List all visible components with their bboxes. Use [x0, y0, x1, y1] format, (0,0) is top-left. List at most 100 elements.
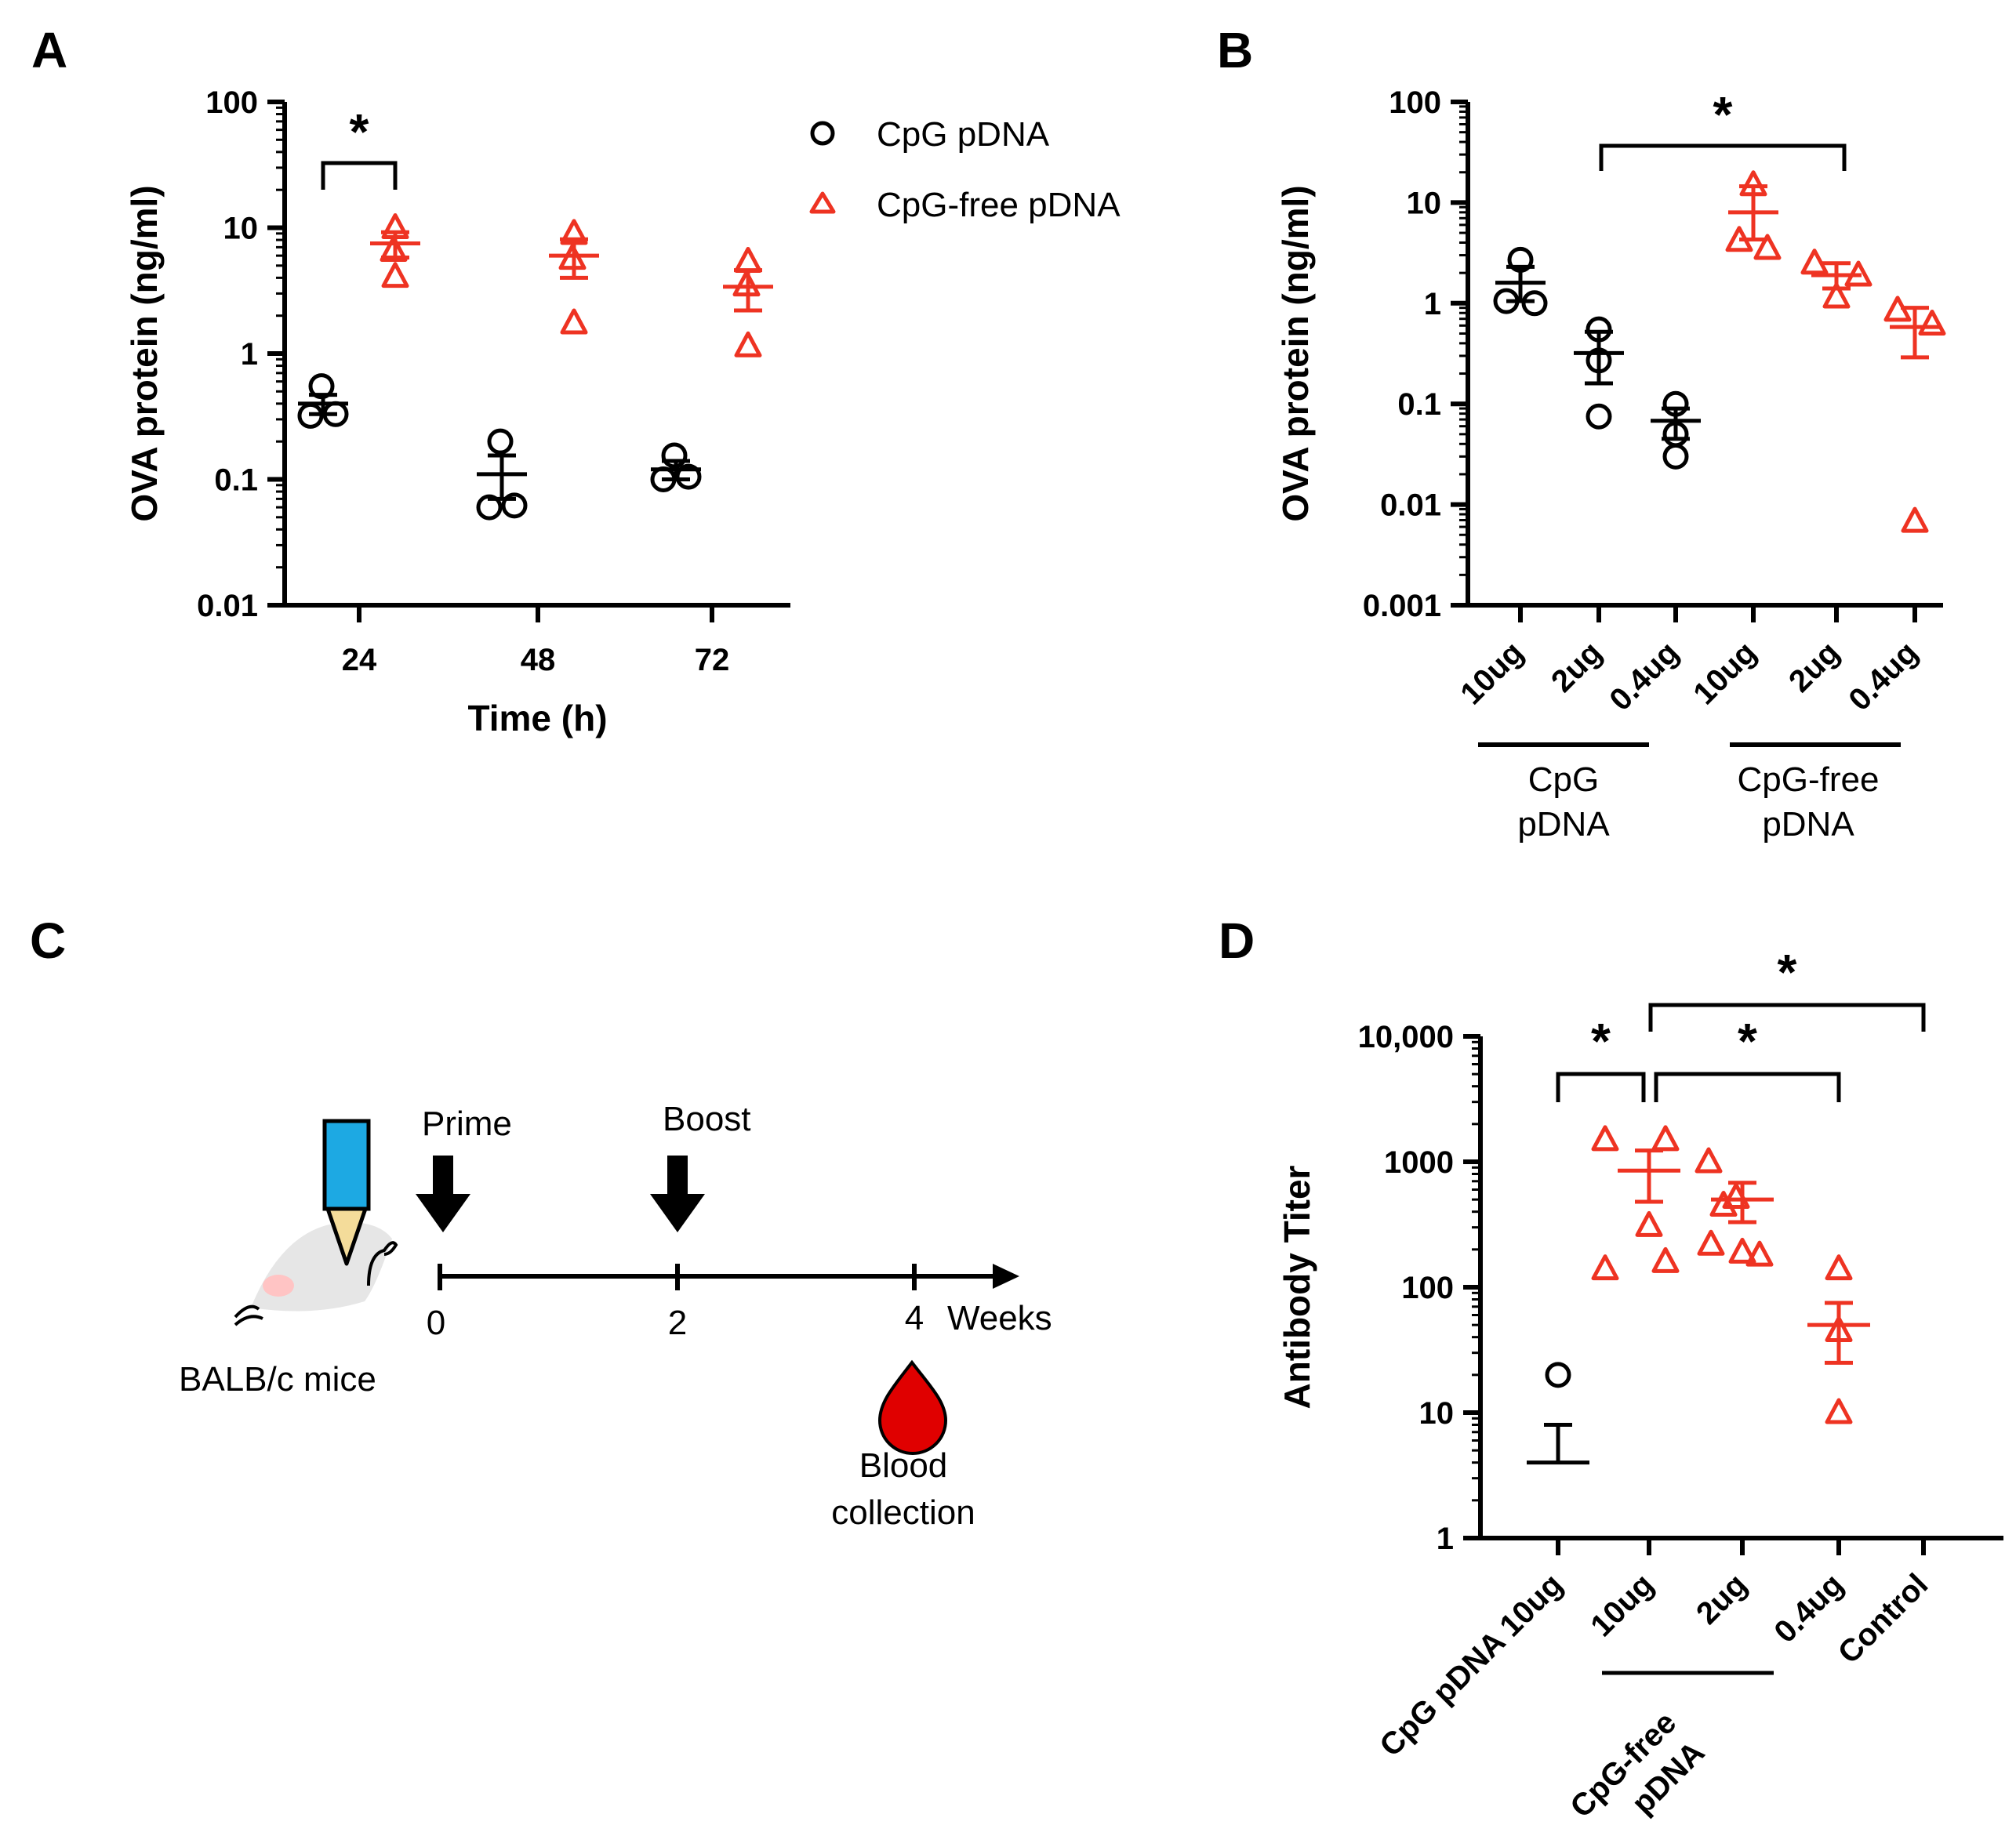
y-axis-label: OVA protein (ng/ml)	[1275, 185, 1316, 521]
legend-cpgfree-marker	[809, 191, 836, 214]
x-tick-label: 0.4ug	[1767, 1567, 1850, 1649]
boost-arrow-icon	[650, 1156, 705, 1232]
timeline-tick-2: 2	[668, 1304, 687, 1342]
legend-cpg-label: CpG pDNA	[877, 115, 1050, 154]
data-point	[1591, 1125, 1619, 1152]
data-point	[1825, 1254, 1853, 1281]
sig-a-star: *	[350, 103, 369, 160]
data-point	[1745, 1240, 1774, 1267]
data-point	[1697, 1229, 1725, 1256]
data-point	[1545, 1362, 1571, 1388]
y-tick-label: 100	[1389, 85, 1441, 120]
data-point	[734, 331, 762, 357]
x-tick-label: 2ug	[1782, 635, 1846, 698]
y-tick-label: 0.1	[1397, 387, 1441, 422]
sig-d-3-bracket	[1648, 1003, 1926, 1032]
data-point	[381, 262, 409, 288]
data-point	[501, 492, 528, 519]
data-point	[1709, 1190, 1738, 1217]
timeline-unit: Weeks	[947, 1299, 1052, 1337]
data-point	[380, 235, 408, 262]
mouse-icon	[234, 1222, 398, 1326]
y-tick-label: 10	[1419, 1396, 1455, 1431]
data-point	[734, 246, 762, 273]
schedule-diagram: Prime Boost 0 2 4 Weeks BALB/c mice Bloo…	[179, 1100, 1052, 1532]
data-point	[1728, 1237, 1756, 1264]
group-label-cpgfree-line2: pDNA	[1762, 805, 1854, 844]
data-point	[1695, 1147, 1723, 1174]
y-tick-label: 1	[1437, 1522, 1454, 1556]
data-point	[1521, 290, 1548, 317]
legend-cpg-marker	[810, 121, 835, 146]
x-tick-label: 0.4ug	[1603, 635, 1685, 717]
chart-b: 0.001 0.01 0.1 1 10 100 OVA protein (ng/ml) 10u…	[1275, 85, 1946, 844]
legend-cpgfree-label: CpG-free pDNA	[877, 186, 1121, 224]
data-point	[1586, 403, 1612, 430]
x-tick-label: CpG pDNA 10ug	[1373, 1567, 1569, 1763]
chart-a: 0.01 0.1 1 10 100 OVA protein (ng/ml) 24 48 72 Ti…	[124, 85, 790, 738]
data-point	[1901, 506, 1929, 533]
prime-label: Prime	[422, 1105, 512, 1143]
y-tick-label: 1	[1424, 287, 1441, 321]
syringe-icon	[322, 1119, 371, 1266]
sig-d-2-bracket	[1654, 1072, 1841, 1102]
y-tick-label: 10	[223, 212, 259, 246]
data-point	[1651, 1246, 1680, 1273]
data-point	[487, 428, 514, 455]
timeline-tick-4: 4	[905, 1299, 924, 1337]
data-point	[1918, 309, 1946, 336]
panel-letter-a: A	[31, 22, 67, 78]
y-axis-label: OVA protein (ng/ml)	[124, 185, 165, 521]
data-point	[1800, 249, 1829, 275]
timeline-tick-0: 0	[427, 1304, 445, 1342]
x-tick-label: 72	[695, 643, 730, 677]
y-tick-label: 100	[1401, 1271, 1454, 1305]
y-tick-label: 0.1	[214, 463, 258, 498]
x-tick-label: 10ug	[1584, 1567, 1660, 1643]
panel-letter-b: B	[1217, 22, 1253, 78]
y-tick-label: 100	[205, 85, 258, 120]
chart-d: 1 10 100 1000 10,000 Antibody Titer CpG pDNA 1…	[1277, 944, 2003, 1824]
data-point	[1753, 234, 1782, 260]
y-tick-label: 10,000	[1358, 1020, 1454, 1054]
sig-d-3-star: *	[1778, 944, 1797, 1000]
sig-b-star: *	[1713, 86, 1733, 143]
legend: CpG pDNA CpG-free pDNA	[809, 115, 1121, 224]
boost-label: Boost	[663, 1100, 751, 1138]
x-tick-label: 2ug	[1690, 1567, 1753, 1631]
data-point	[1635, 1210, 1663, 1237]
mice-label: BALB/c mice	[179, 1360, 376, 1399]
panel-letter-c: C	[30, 912, 66, 969]
sig-d-2-star: *	[1738, 1013, 1757, 1069]
data-point	[1591, 1254, 1619, 1281]
y-axis-label: Antibody Titer	[1277, 1165, 1317, 1409]
x-axis-label: Time (h)	[467, 698, 607, 738]
x-tick-label: 10ug	[1687, 635, 1763, 711]
prime-arrow-icon	[416, 1156, 470, 1232]
y-tick-label: 10	[1407, 186, 1442, 220]
blood-label-line2: collection	[831, 1493, 975, 1532]
y-tick-label: 0.001	[1363, 589, 1441, 623]
sig-d-1-star: *	[1591, 1013, 1611, 1069]
y-tick-label: 0.01	[197, 589, 258, 623]
timeline-arrowhead-icon	[993, 1264, 1019, 1289]
blood-label-line1: Blood	[859, 1446, 948, 1485]
blood-drop-icon	[877, 1359, 948, 1455]
data-point	[476, 494, 503, 521]
x-tick-label: 48	[521, 643, 556, 677]
data-point	[1651, 1125, 1680, 1152]
group-label-cpg-line2: pDNA	[1517, 805, 1610, 844]
sig-b-bracket	[1599, 143, 1847, 171]
x-tick-label: 24	[342, 643, 377, 677]
data-point	[1662, 443, 1689, 470]
y-tick-label: 1000	[1384, 1145, 1454, 1180]
data-point	[560, 308, 588, 335]
data-point	[1825, 1398, 1853, 1424]
x-tick-label: 2ug	[1545, 635, 1608, 698]
x-tick-label: Control	[1832, 1567, 1935, 1671]
sig-a-bracket	[321, 161, 398, 190]
y-tick-label: 1	[241, 337, 258, 372]
x-tick-label: 10ug	[1454, 635, 1530, 711]
data-point	[1822, 282, 1851, 309]
